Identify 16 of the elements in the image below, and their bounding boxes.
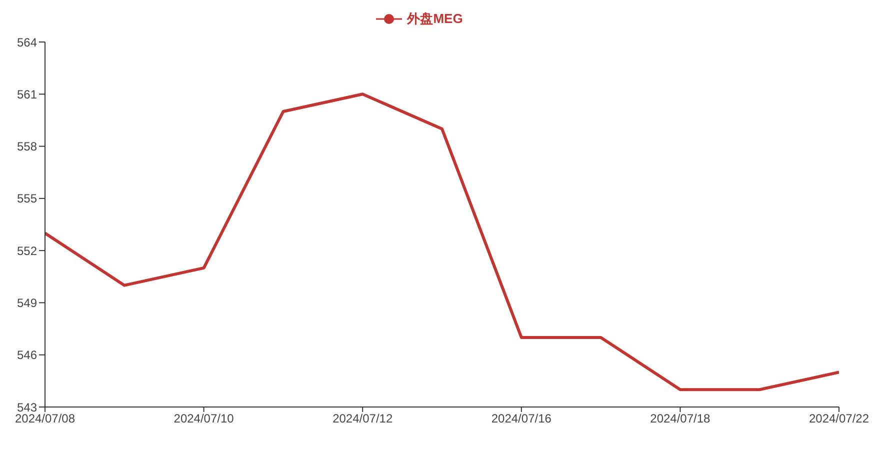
legend-label: 外盘MEG bbox=[407, 10, 463, 28]
y-tick-label: 555 bbox=[16, 192, 38, 206]
line-series bbox=[45, 92, 839, 392]
x-tick-label: 2024/07/10 bbox=[174, 412, 234, 426]
x-tick-label: 2024/07/22 bbox=[808, 412, 870, 426]
x-tick-label: 2024/07/18 bbox=[650, 412, 711, 426]
y-tick-label: 543 bbox=[16, 400, 38, 414]
y-tick-label: 549 bbox=[16, 296, 38, 310]
y-tick-label: 561 bbox=[16, 87, 38, 102]
y-tick-label: 552 bbox=[16, 244, 38, 258]
x-tick-label: 2024/07/12 bbox=[332, 412, 393, 426]
y-tick-label: 564 bbox=[16, 35, 38, 50]
x-tick-label: 2024/07/16 bbox=[491, 412, 552, 426]
y-tick-label: 546 bbox=[16, 348, 38, 362]
x-tick-label: 2024/07/08 bbox=[14, 412, 76, 426]
y-tick-label: 558 bbox=[16, 140, 38, 154]
